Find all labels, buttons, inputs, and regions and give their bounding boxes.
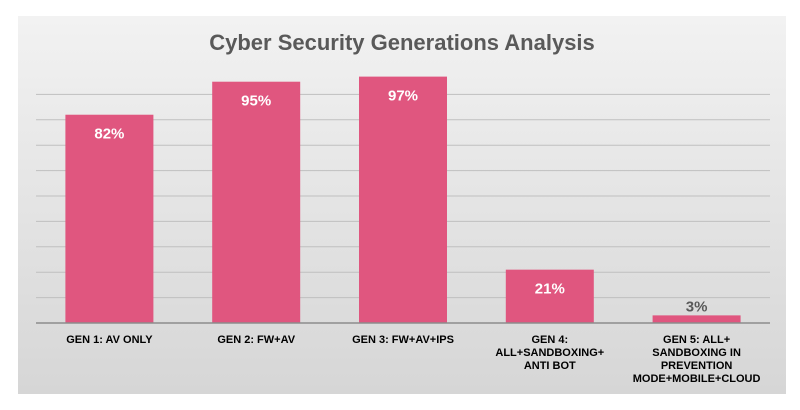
category-label: GEN 5: ALL+ SANDBOXING IN PREVENTION MODE+M…: [633, 334, 761, 385]
chart-area: Cyber Security Generations Analysis 82% G…: [18, 16, 786, 394]
chart-title: Cyber Security Generations Analysis: [209, 30, 595, 55]
data-label: 21%: [535, 281, 565, 298]
bar-chart: 82% GEN 1: AV ONLY 95% GEN 2: FW+AV 97% GEN 3…: [36, 76, 770, 385]
data-label: 82%: [94, 126, 124, 143]
data-label: 3%: [686, 298, 708, 315]
category-label: GEN 1: AV ONLY: [66, 334, 153, 346]
bar: [212, 81, 301, 323]
bar: [65, 114, 154, 323]
data-label: 95%: [241, 93, 271, 110]
data-label: 97%: [388, 88, 418, 105]
category-label: GEN 4: ALL+SANDBOXING+ ANTI BOT: [495, 334, 604, 372]
category-label: GEN 3: FW+AV+IPS: [352, 334, 454, 346]
bar: [652, 315, 741, 323]
bar: [505, 269, 594, 323]
category-label: GEN 2: FW+AV: [217, 334, 295, 346]
bar: [359, 76, 447, 323]
